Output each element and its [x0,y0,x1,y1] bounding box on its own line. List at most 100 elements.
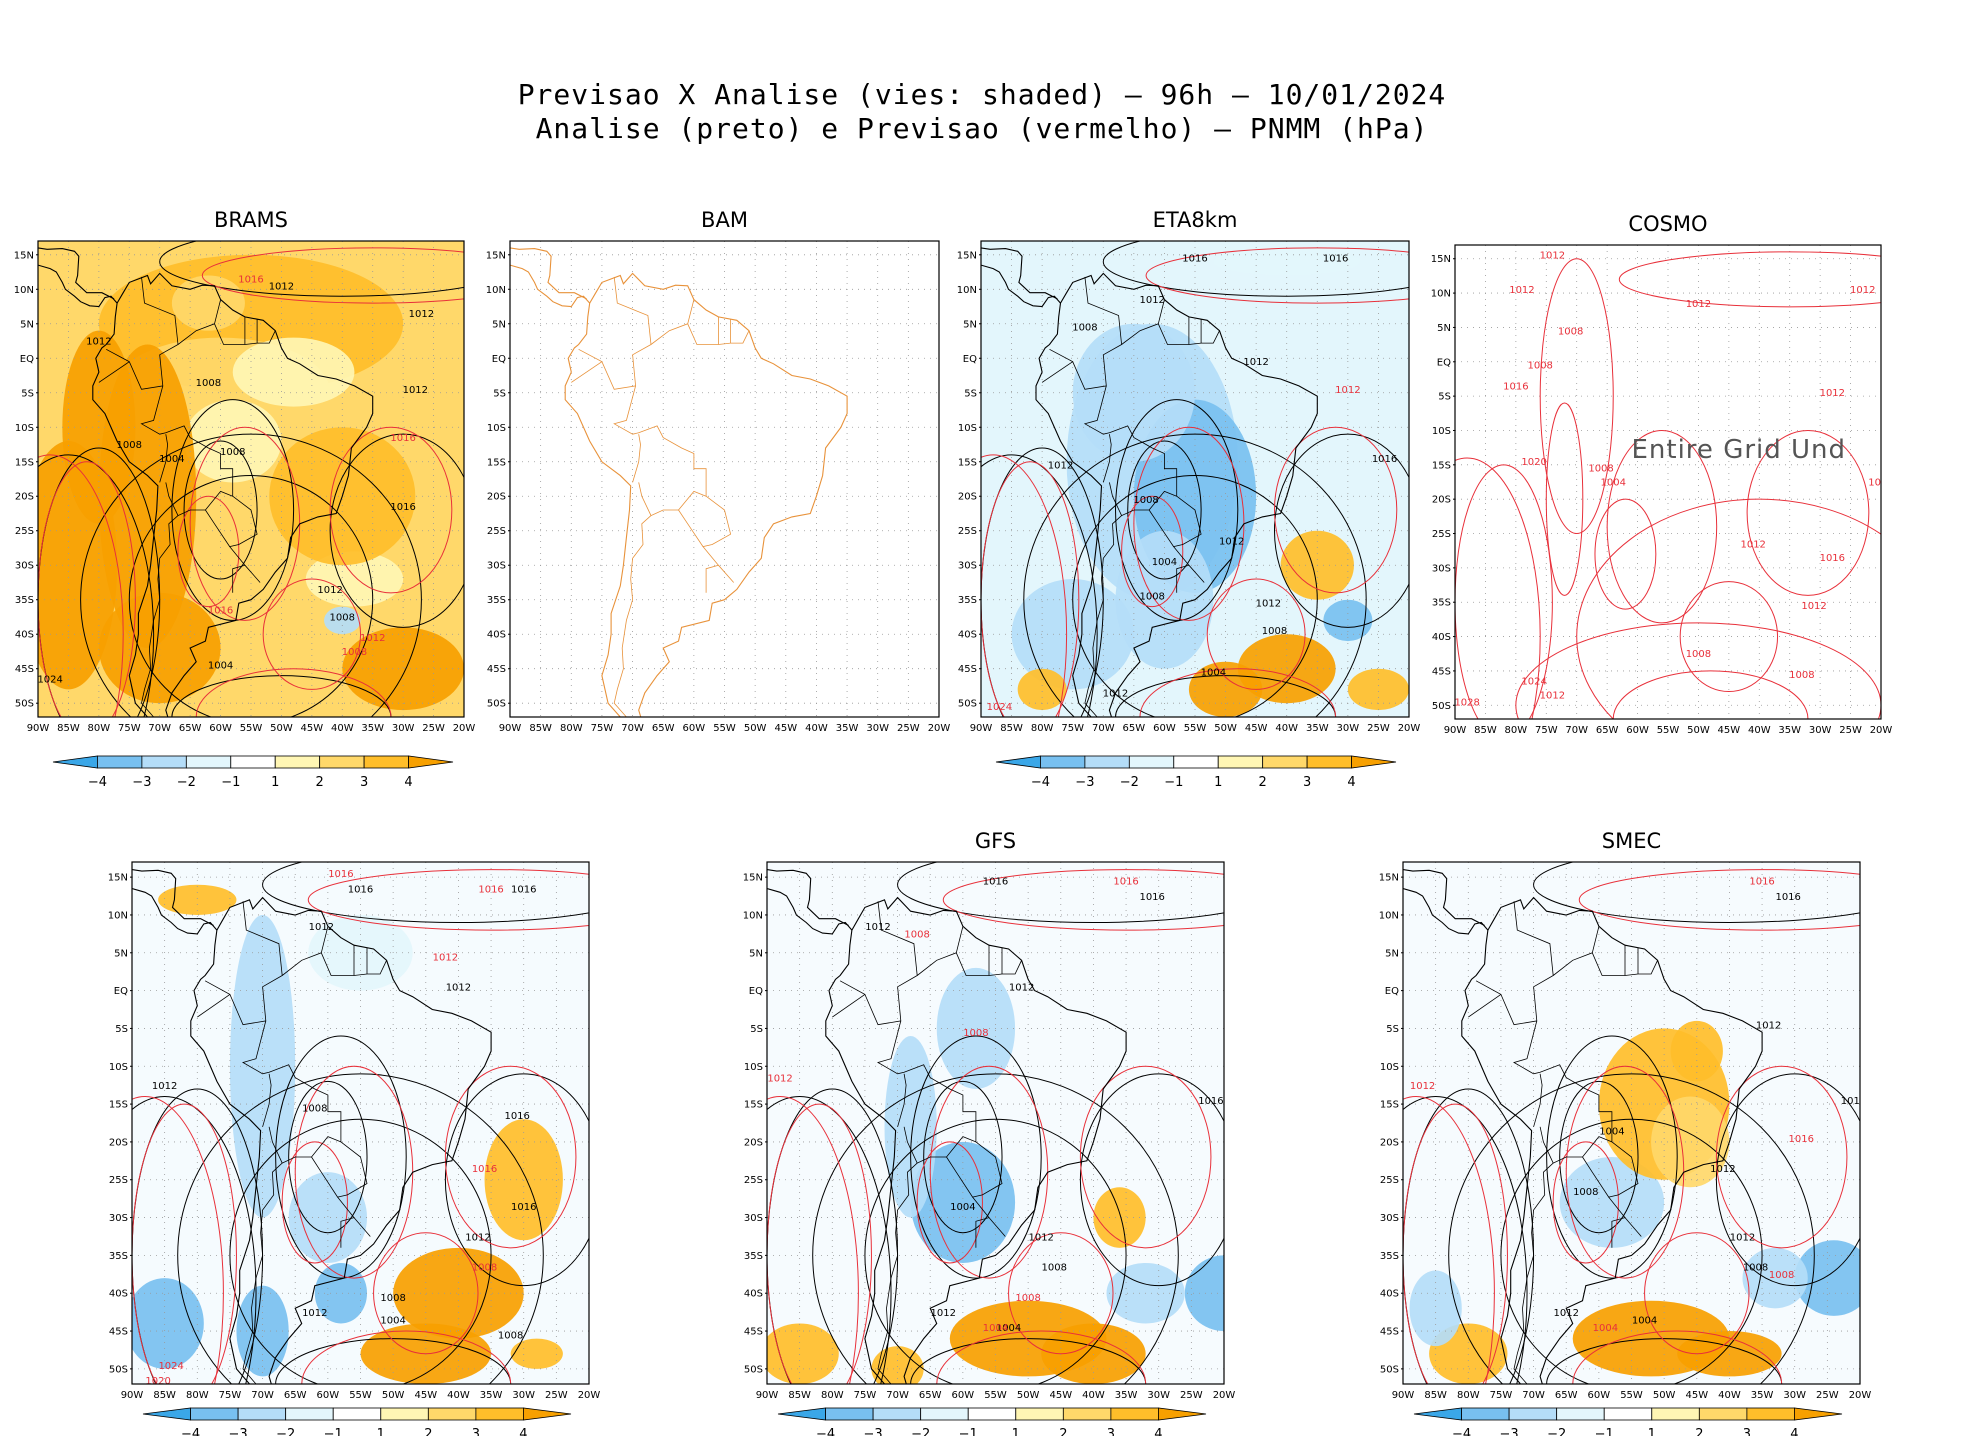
colorbar-label: −1 [1164,775,1183,790]
contour-label: 1012 [1553,1308,1578,1319]
contour-label: 1016 [1775,892,1800,903]
colorbar-label: −1 [959,1427,978,1436]
map-area-ens: 1016 1016 1016 1016 1012 1012 1012 1012 1008 1016… [132,862,589,1387]
contour-label: 1028 [1454,697,1479,708]
bias-shading [1409,1270,1462,1347]
colorbar-label: −3 [229,1427,248,1436]
contour-label: 1012 [1540,690,1565,701]
contour-label: 1012 [1740,539,1765,550]
grid-lines [510,241,939,717]
contour-label: 1020 [145,1376,170,1387]
country-border [903,1126,977,1164]
country-border [197,994,231,1018]
lat-tick-label: 35S [744,1251,763,1262]
contour-label: 1024 [987,702,1012,713]
country-border [1552,926,1600,976]
lat-tick-label: 5S [1438,392,1451,403]
lon-tick-label: 45W [774,723,797,734]
country-border [975,1217,990,1248]
contour-label: 1016 [1841,1096,1866,1107]
lat-tick-label: 30S [15,561,34,572]
contour-label: 1008 [1588,464,1613,475]
contour-label: 1012 [302,1308,327,1319]
lon-tick-label: 35W [836,723,859,734]
contour-label: 1016 [478,884,503,895]
map-area-brams: 1016 1012 1012 1012 1008 1012 1016 1004 1008 1016… [38,241,464,717]
lat-tick-label: 5S [21,388,34,399]
colorbar-cell [1508,1407,1558,1421]
lon-tick-label: 80W [88,723,111,734]
lon-tick-label: 60W [683,723,706,734]
lat-tick-label: 10N [108,910,128,921]
map-area-smec: 1016101610121012101610161004101210081012… [1403,862,1866,1384]
lon-tick-label: 65W [1123,723,1146,734]
contour-label: 1008 [1072,323,1097,334]
lon-tick-label: 55W [713,723,736,734]
lon-tick-label: 65W [1555,1390,1578,1401]
lat-tick-label: 20S [15,492,34,503]
caribbean-coastline [132,869,214,926]
country-border [241,1020,371,1237]
contour-label: 1004 [996,1323,1021,1334]
colorbar-label: 2 [1695,1427,1703,1436]
lon-tick-label: 40W [1748,725,1771,736]
contour-label: 1012 [403,385,428,396]
country-border [578,276,652,390]
caribbean-coastline [981,247,1058,300]
contour-label: 1004 [208,661,233,672]
lat-tick-label: 5S [1386,1024,1399,1035]
contour-label: 1012 [1710,1164,1735,1175]
lat-tick-label: 20S [958,492,977,503]
country-border [1582,1156,1610,1198]
contour-label: 1012 [433,952,458,963]
lat-tick-label: 10S [15,423,34,434]
colorbar-label: 1 [1648,1427,1656,1436]
country-border [832,994,866,1018]
lon-tick-label: 25W [422,723,445,734]
lon-tick-label: 55W [240,723,263,734]
lon-tick-label: 45W [301,723,324,734]
lat-tick-label: 30S [109,1213,128,1224]
contour-label: 1008 [196,378,221,389]
colorbar-label: 3 [1107,1427,1115,1436]
lon-tick-label: 30W [1809,725,1832,736]
colorbar-label: 4 [519,1427,527,1436]
lat-tick-label: 5S [493,388,506,399]
contour-label: 1016 [983,877,1008,888]
lat-tick-label: 10N [14,285,34,296]
country-border [340,1217,355,1248]
contour-label: 1008 [117,440,142,451]
lat-tick-label: 20S [1432,495,1451,506]
colorbar-gfs: −4 −3 −2 −1 1 2 3 4 [777,1407,1207,1436]
axis-labels: 15N 10N 5N EQ 5S 10S 15S 20S 25S 30S 35S 40S 45S 50S 9… [957,250,1421,734]
lon-tick-label: 30W [1337,723,1360,734]
lat-tick-label: EQ [492,354,506,365]
lon-tick-label: 55W [1620,1390,1643,1401]
country-border [177,299,221,345]
lat-tick-label: 25S [958,526,977,537]
central-america-coastline [132,887,218,935]
bias-shading [1017,668,1067,711]
lon-tick-label: 20W [1870,725,1893,736]
axis-labels: 15N 10N 5N EQ 5S 10S 15S 20S 25S 30S 35S 40S 45S 50S 9… [743,873,1236,1401]
contour-label: 1016 [511,1202,536,1213]
lon-tick-label: 50W [1214,723,1237,734]
colorbar-label: −4 [181,1427,200,1436]
lat-tick-label: 10S [109,1062,128,1073]
lon-tick-label: 85W [788,1390,811,1401]
country-border [1157,323,1220,345]
central-america-coastline [981,264,1061,308]
contour-label: 1012 [1103,688,1128,699]
central-america-coastline [1403,887,1489,935]
lon-tick-label: 40W [447,1390,470,1401]
lon-tick-label: 20W [928,723,951,734]
country-border [1049,276,1123,390]
lon-tick-label: 35W [1778,725,1801,736]
country-border [214,323,276,345]
bias-shading [184,399,282,483]
lon-tick-label: 20W [578,1390,601,1401]
lat-tick-label: EQ [963,354,977,365]
lat-tick-label: 5N [963,319,977,330]
